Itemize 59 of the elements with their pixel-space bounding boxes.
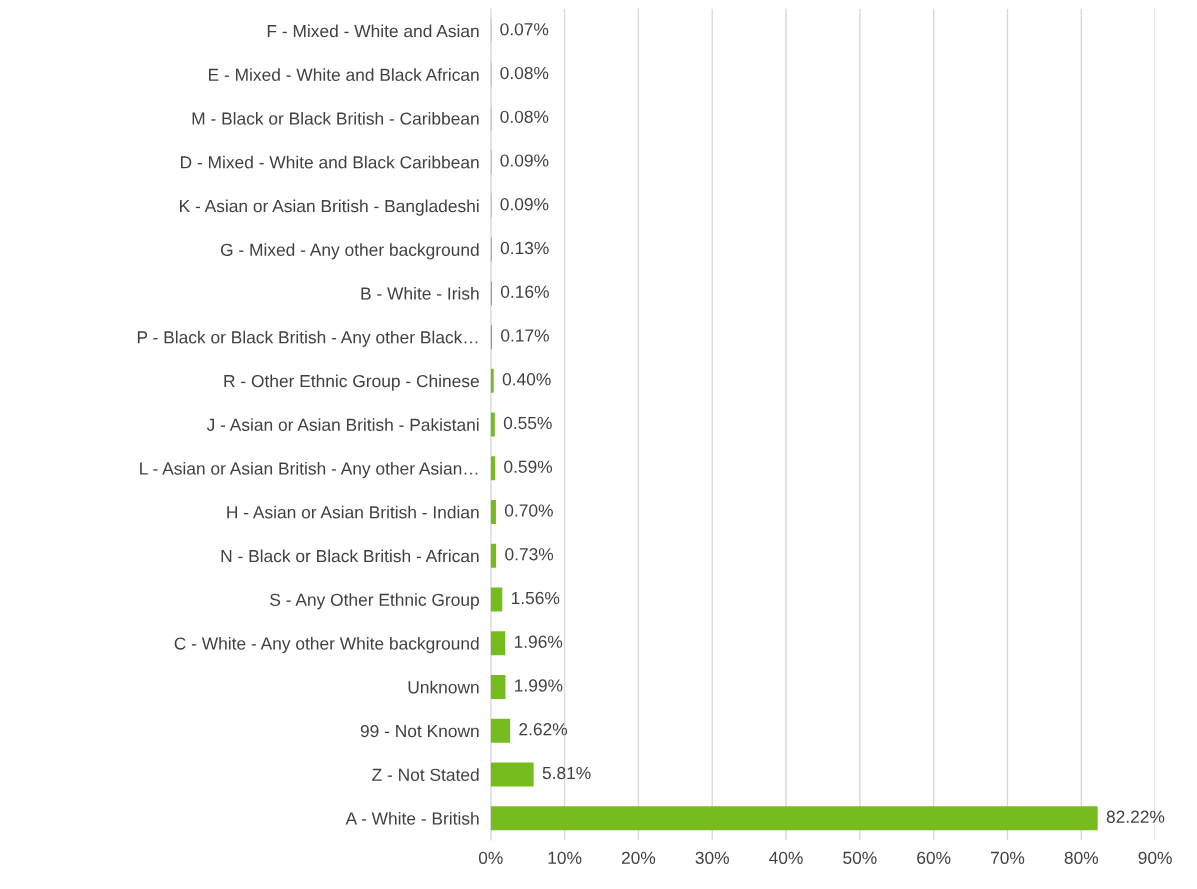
bar — [490, 587, 503, 612]
x-tick-label: 10% — [548, 851, 582, 864]
y-tick-label: S - Any Other Ethnic Group — [270, 593, 479, 610]
data-label: 0.59% — [504, 460, 553, 473]
data-label: 1.56% — [511, 591, 560, 605]
x-tick-label: 50% — [843, 851, 877, 864]
data-label: 0.07% — [500, 23, 549, 36]
data-label: 0.09% — [500, 198, 549, 211]
x-tick-label: 30% — [695, 851, 729, 864]
y-tick-label: H - Asian or Asian British - Indian — [227, 505, 479, 519]
data-label: 1.99% — [515, 679, 563, 692]
data-label: 0.16% — [500, 285, 549, 298]
bar — [490, 718, 511, 743]
bar — [490, 543, 497, 568]
y-tick-label: E - Mixed - White and Black African — [209, 68, 479, 81]
bar — [490, 762, 534, 787]
x-tick-label: 60% — [917, 851, 951, 864]
y-tick-label: B - White - Irish — [361, 286, 479, 300]
bar — [490, 412, 495, 437]
x-tick-label: 90% — [1138, 851, 1172, 864]
y-tick-label: G - Mixed - Any other background — [220, 243, 479, 260]
data-label: 1.96% — [514, 635, 563, 648]
data-label: 0.13% — [500, 241, 549, 255]
data-label: 0.08% — [500, 110, 549, 123]
y-tick-label: N - Black or Black British - African — [221, 549, 479, 563]
x-tick-label: 80% — [1064, 851, 1099, 864]
y-tick-label: K - Asian or Asian British - Bangladeshi — [180, 199, 479, 216]
y-tick-label: R - Other Ethnic Group - Chinese — [224, 374, 479, 391]
x-tick-label: 0% — [478, 851, 503, 864]
x-tick-label: 70% — [990, 851, 1025, 864]
data-label: 0.55% — [503, 416, 552, 430]
y-tick-label: Unknown — [408, 680, 479, 694]
data-label: 0.70% — [504, 504, 553, 517]
data-label: 0.73% — [505, 548, 554, 561]
y-tick-label: P - Black or Black British - Any other Black… — [137, 330, 478, 347]
y-tick-label: J - Asian or Asian British - Pakistani — [206, 418, 479, 431]
data-label: 82.22% — [1106, 810, 1165, 823]
y-tick-label: F - Mixed - White and Asian — [267, 24, 479, 38]
bar — [490, 806, 1098, 831]
y-tick-label: D - Mixed - White and Black Caribbean — [181, 155, 479, 169]
data-label: 0.08% — [500, 66, 549, 80]
bar — [490, 499, 496, 525]
y-tick-label: L - Asian or Asian British - Any other Asian… — [140, 461, 478, 479]
data-label: 0.09% — [500, 154, 549, 167]
bar — [490, 674, 506, 700]
y-tick-label: 99 - Not Known — [360, 724, 479, 738]
y-tick-label: M - Black or Black British - Caribbean — [192, 111, 479, 125]
bar — [490, 631, 506, 656]
y-tick-label: Z - Not Stated — [372, 768, 479, 781]
x-tick-label: 40% — [769, 851, 803, 864]
y-tick-label: C - White - Any other White background — [174, 636, 479, 654]
data-label: 2.62% — [519, 723, 568, 736]
bar — [490, 456, 496, 481]
data-label: 5.81% — [542, 766, 591, 780]
x-tick-label: 20% — [621, 851, 656, 864]
data-label: 0.17% — [501, 329, 549, 342]
bar — [490, 368, 494, 393]
y-tick-label: A - White - British — [345, 811, 479, 825]
data-label: 0.40% — [502, 373, 551, 386]
